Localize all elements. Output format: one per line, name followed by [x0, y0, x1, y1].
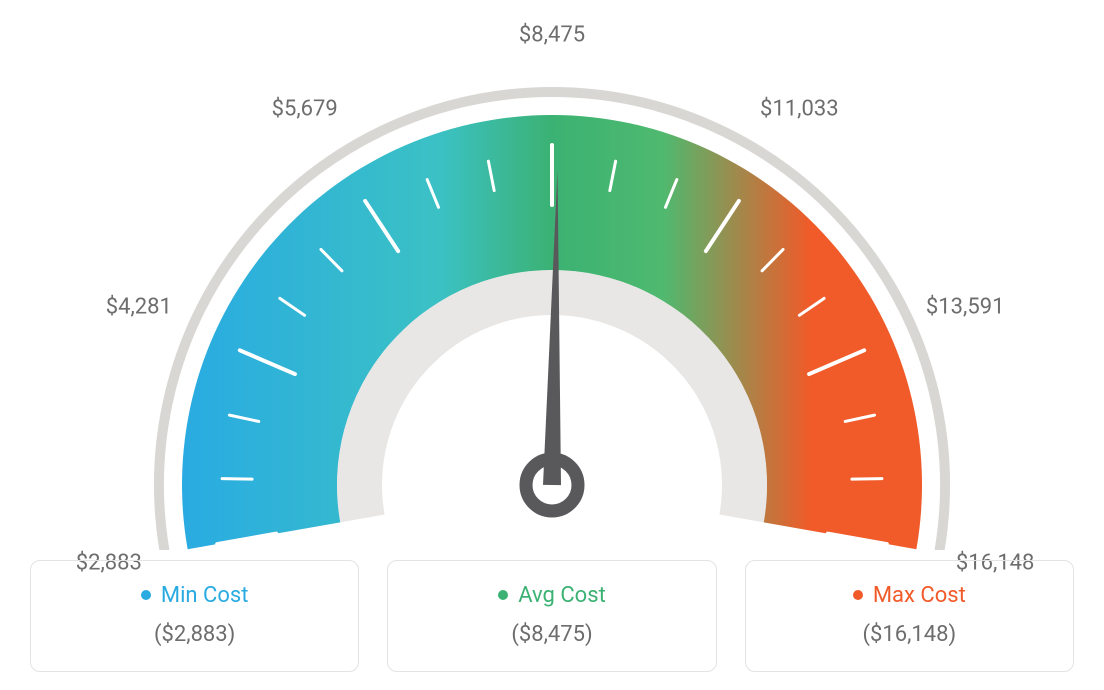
min-cost-card: Min Cost ($2,883): [30, 560, 359, 672]
gauge-svg: [52, 30, 1052, 550]
max-cost-label: Max Cost: [746, 583, 1073, 608]
gauge-tick-label: $11,033: [760, 97, 839, 122]
max-cost-value: ($16,148): [746, 622, 1073, 647]
cost-gauge-widget: $2,883$4,281$5,679$8,475$11,033$13,591$1…: [0, 0, 1104, 690]
gauge-area: $2,883$4,281$5,679$8,475$11,033$13,591$1…: [0, 0, 1104, 530]
min-cost-label: Min Cost: [31, 583, 358, 608]
gauge-tick-label: $8,475: [519, 23, 585, 48]
gauge-tick-label: $4,281: [106, 294, 172, 319]
avg-cost-card: Avg Cost ($8,475): [387, 560, 716, 672]
summary-cards: Min Cost ($2,883) Avg Cost ($8,475) Max …: [30, 560, 1074, 672]
min-cost-value: ($2,883): [31, 622, 358, 647]
gauge-tick-label: $13,591: [926, 294, 1005, 319]
avg-cost-value: ($8,475): [388, 622, 715, 647]
avg-cost-label: Avg Cost: [388, 583, 715, 608]
max-cost-card: Max Cost ($16,148): [745, 560, 1074, 672]
gauge-tick-label: $5,679: [272, 97, 338, 122]
